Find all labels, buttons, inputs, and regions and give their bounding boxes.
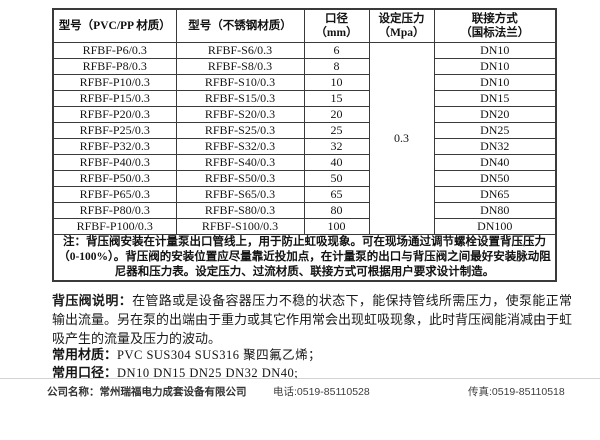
pvc-model-cell: RFBF-P10/0.3 xyxy=(52,74,177,91)
table-row: RFBF-P15/0.3 RFBF-S15/0.3 15 DN15 xyxy=(52,90,557,107)
connection-cell: DN10 xyxy=(433,74,557,91)
connection-cell: DN10 xyxy=(433,58,557,75)
ss-model-cell: RFBF-S65/0.3 xyxy=(175,186,305,203)
diameter-cell: 10 xyxy=(303,74,370,91)
diameter-cell: 40 xyxy=(303,154,370,171)
diameter-cell: 25 xyxy=(303,122,370,139)
common-diameters-label: 常用口径： xyxy=(52,365,118,380)
pvc-model-cell: RFBF-P8/0.3 xyxy=(52,58,177,75)
connection-cell: DN40 xyxy=(433,154,557,171)
common-materials-line: 常用材质：PVC SUS304 SUS316 聚四氟乙烯； xyxy=(52,346,321,364)
col-header-pressure: 设定压力 （Mpa） xyxy=(368,8,435,43)
diameter-cell: 65 xyxy=(303,186,370,203)
ss-model-cell: RFBF-S10/0.3 xyxy=(175,74,305,91)
installation-note: 注：背压阀安装在计量泵出口管线上，用于防止虹吸现象。可在现场通过调节螺栓设置背压… xyxy=(52,234,557,282)
ss-model-cell: RFBF-S32/0.3 xyxy=(175,138,305,155)
ss-model-cell: RFBF-S8/0.3 xyxy=(175,58,305,75)
table-row: RFBF-P65/0.3 RFBF-S65/0.3 65 DN65 xyxy=(52,186,557,203)
company-name: 公司名称：常州瑞福电力成套设备有限公司 xyxy=(47,386,247,398)
pvc-model-cell: RFBF-P50/0.3 xyxy=(52,170,177,187)
valve-description-label: 背压阀说明： xyxy=(52,293,133,308)
col-header-connection: 联接方式 （国标法兰） xyxy=(433,8,557,43)
table-row: RFBF-P25/0.3 RFBF-S25/0.3 25 DN25 xyxy=(52,122,557,139)
connection-cell: DN50 xyxy=(433,170,557,187)
ss-model-cell: RFBF-S15/0.3 xyxy=(175,90,305,107)
ss-model-cell: RFBF-S40/0.3 xyxy=(175,154,305,171)
phone-number: 电话:0519-85110528 xyxy=(273,386,370,398)
table-row: RFBF-P100/0.3 RFBF-S100/0.3 100 DN100 xyxy=(52,218,557,235)
valve-description: 背压阀说明：在管路或是设备容器压力不稳的状态下，能保持管线所需压力，使泵能正常输… xyxy=(52,291,572,348)
diameter-cell: 80 xyxy=(303,202,370,219)
diameter-cell: 100 xyxy=(303,218,370,235)
pvc-model-cell: RFBF-P40/0.3 xyxy=(52,154,177,171)
diameter-cell: 8 xyxy=(303,58,370,75)
pvc-model-cell: RFBF-P100/0.3 xyxy=(52,218,177,235)
diameter-cell: 6 xyxy=(303,42,370,59)
diameter-cell: 32 xyxy=(303,138,370,155)
pvc-model-cell: RFBF-P25/0.3 xyxy=(52,122,177,139)
common-materials-value: PVC SUS304 SUS316 聚四氟乙烯； xyxy=(117,348,322,362)
common-materials-label: 常用材质： xyxy=(52,347,118,362)
table-row: RFBF-P50/0.3 RFBF-S50/0.3 50 DN50 xyxy=(52,170,557,187)
pvc-model-cell: RFBF-P80/0.3 xyxy=(52,202,177,219)
ss-model-cell: RFBF-S50/0.3 xyxy=(175,170,305,187)
diameter-cell: 15 xyxy=(303,90,370,107)
connection-cell: DN10 xyxy=(433,42,557,59)
table-row: RFBF-P10/0.3 RFBF-S10/0.3 10 DN10 xyxy=(52,74,557,91)
pvc-model-cell: RFBF-P15/0.3 xyxy=(52,90,177,107)
valve-spec-table: 型号（PVC/PP 材质） 型号（不锈钢材质） 口径 （mm） 设定压力 （Mp… xyxy=(52,8,557,282)
ss-model-cell: RFBF-S80/0.3 xyxy=(175,202,305,219)
connection-cell: DN32 xyxy=(433,138,557,155)
connection-cell: DN20 xyxy=(433,106,557,123)
pvc-model-cell: RFBF-P20/0.3 xyxy=(52,106,177,123)
fax-number: 传真:0519-85110518 xyxy=(468,386,565,398)
ss-model-cell: RFBF-S20/0.3 xyxy=(175,106,305,123)
connection-cell: DN100 xyxy=(433,218,557,235)
table-row: RFBF-P40/0.3 RFBF-S40/0.3 40 DN40 xyxy=(52,154,557,171)
pvc-model-cell: RFBF-P6/0.3 xyxy=(52,42,177,59)
connection-cell: DN25 xyxy=(433,122,557,139)
col-header-diameter: 口径 （mm） xyxy=(303,8,370,43)
connection-cell: DN65 xyxy=(433,186,557,203)
col-header-ss-model: 型号（不锈钢材质） xyxy=(175,8,305,43)
table-row: RFBF-P6/0.3 RFBF-S6/0.3 6 0.3 DN10 xyxy=(52,42,557,235)
diameter-cell: 20 xyxy=(303,106,370,123)
set-pressure-cell: 0.3 xyxy=(368,42,435,235)
table-row: RFBF-P80/0.3 RFBF-S80/0.3 80 DN80 xyxy=(52,202,557,219)
table-row: RFBF-P20/0.3 RFBF-S20/0.3 20 DN20 xyxy=(52,106,557,123)
connection-cell: DN80 xyxy=(433,202,557,219)
footer-divider xyxy=(0,378,600,379)
pvc-model-cell: RFBF-P65/0.3 xyxy=(52,186,177,203)
valve-description-text: 在管路或是设备容器压力不稳的状态下，能保持管线所需压力，使泵能正常输出流量。另在… xyxy=(52,293,573,346)
connection-cell: DN15 xyxy=(433,90,557,107)
ss-model-cell: RFBF-S25/0.3 xyxy=(175,122,305,139)
table-row: RFBF-P32/0.3 RFBF-S32/0.3 32 DN32 xyxy=(52,138,557,155)
col-header-pvc-model: 型号（PVC/PP 材质） xyxy=(52,8,177,43)
common-diameters-line: 常用口径：DN10 DN15 DN25 DN32 DN40; xyxy=(52,364,298,382)
common-diameters-value: DN10 DN15 DN25 DN32 DN40; xyxy=(117,366,299,380)
note-row: 注：背压阀安装在计量泵出口管线上，用于防止虹吸现象。可在现场通过调节螺栓设置背压… xyxy=(52,234,557,282)
diameter-cell: 50 xyxy=(303,170,370,187)
pvc-model-cell: RFBF-P32/0.3 xyxy=(52,138,177,155)
ss-model-cell: RFBF-S100/0.3 xyxy=(175,218,305,235)
table-row: RFBF-P8/0.3 RFBF-S8/0.3 8 DN10 xyxy=(52,58,557,75)
header-row: 型号（PVC/PP 材质） 型号（不锈钢材质） 口径 （mm） 设定压力 （Mp… xyxy=(52,8,557,43)
ss-model-cell: RFBF-S6/0.3 xyxy=(175,42,305,59)
